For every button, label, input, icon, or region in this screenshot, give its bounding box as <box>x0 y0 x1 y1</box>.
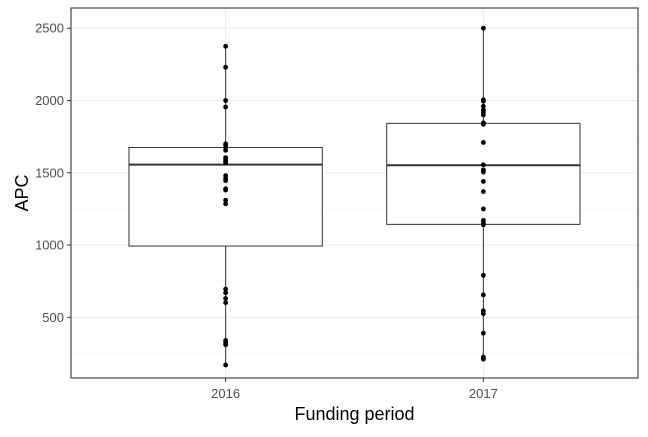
data-point <box>480 292 486 298</box>
data-point <box>480 112 486 118</box>
data-point <box>480 25 486 31</box>
x-tick-label: 2016 <box>211 386 240 401</box>
data-point <box>223 147 229 153</box>
data-point <box>223 64 229 70</box>
data-point <box>480 169 486 175</box>
data-point <box>480 272 486 278</box>
data-point <box>223 286 229 292</box>
data-point <box>223 160 229 166</box>
data-point <box>480 189 486 194</box>
data-points <box>223 25 486 368</box>
axes: 500 1000 1500 2000 2500 2016 2017 <box>35 21 498 401</box>
data-point <box>480 98 486 104</box>
data-point <box>223 98 229 103</box>
data-point <box>223 43 229 49</box>
panel-border <box>70 7 639 379</box>
data-point <box>480 206 486 212</box>
y-axis-title: APC <box>12 174 32 211</box>
data-point <box>223 290 229 296</box>
data-point <box>480 330 486 336</box>
data-point <box>480 311 486 317</box>
y-tick-label: 500 <box>42 310 64 325</box>
data-point <box>480 356 486 362</box>
data-point <box>223 362 229 368</box>
data-point <box>223 104 229 110</box>
x-tick-label: 2017 <box>469 386 498 401</box>
data-point <box>480 140 486 145</box>
x-axis-title: Funding period <box>294 404 414 424</box>
data-point <box>480 222 486 228</box>
data-point <box>223 187 229 193</box>
data-point <box>223 197 229 203</box>
data-point <box>480 179 486 184</box>
y-tick-label: 2500 <box>35 21 64 36</box>
data-point <box>223 178 229 184</box>
data-point <box>223 342 229 348</box>
y-tick-label: 1500 <box>35 165 64 180</box>
y-tick-label: 1000 <box>35 238 64 253</box>
data-point <box>480 121 486 127</box>
data-point <box>223 300 229 306</box>
data-point <box>480 162 486 168</box>
y-tick-label: 2000 <box>35 93 64 108</box>
data-point <box>480 103 486 109</box>
boxes <box>128 28 581 365</box>
data-point <box>223 201 229 207</box>
data-point <box>223 296 229 301</box>
